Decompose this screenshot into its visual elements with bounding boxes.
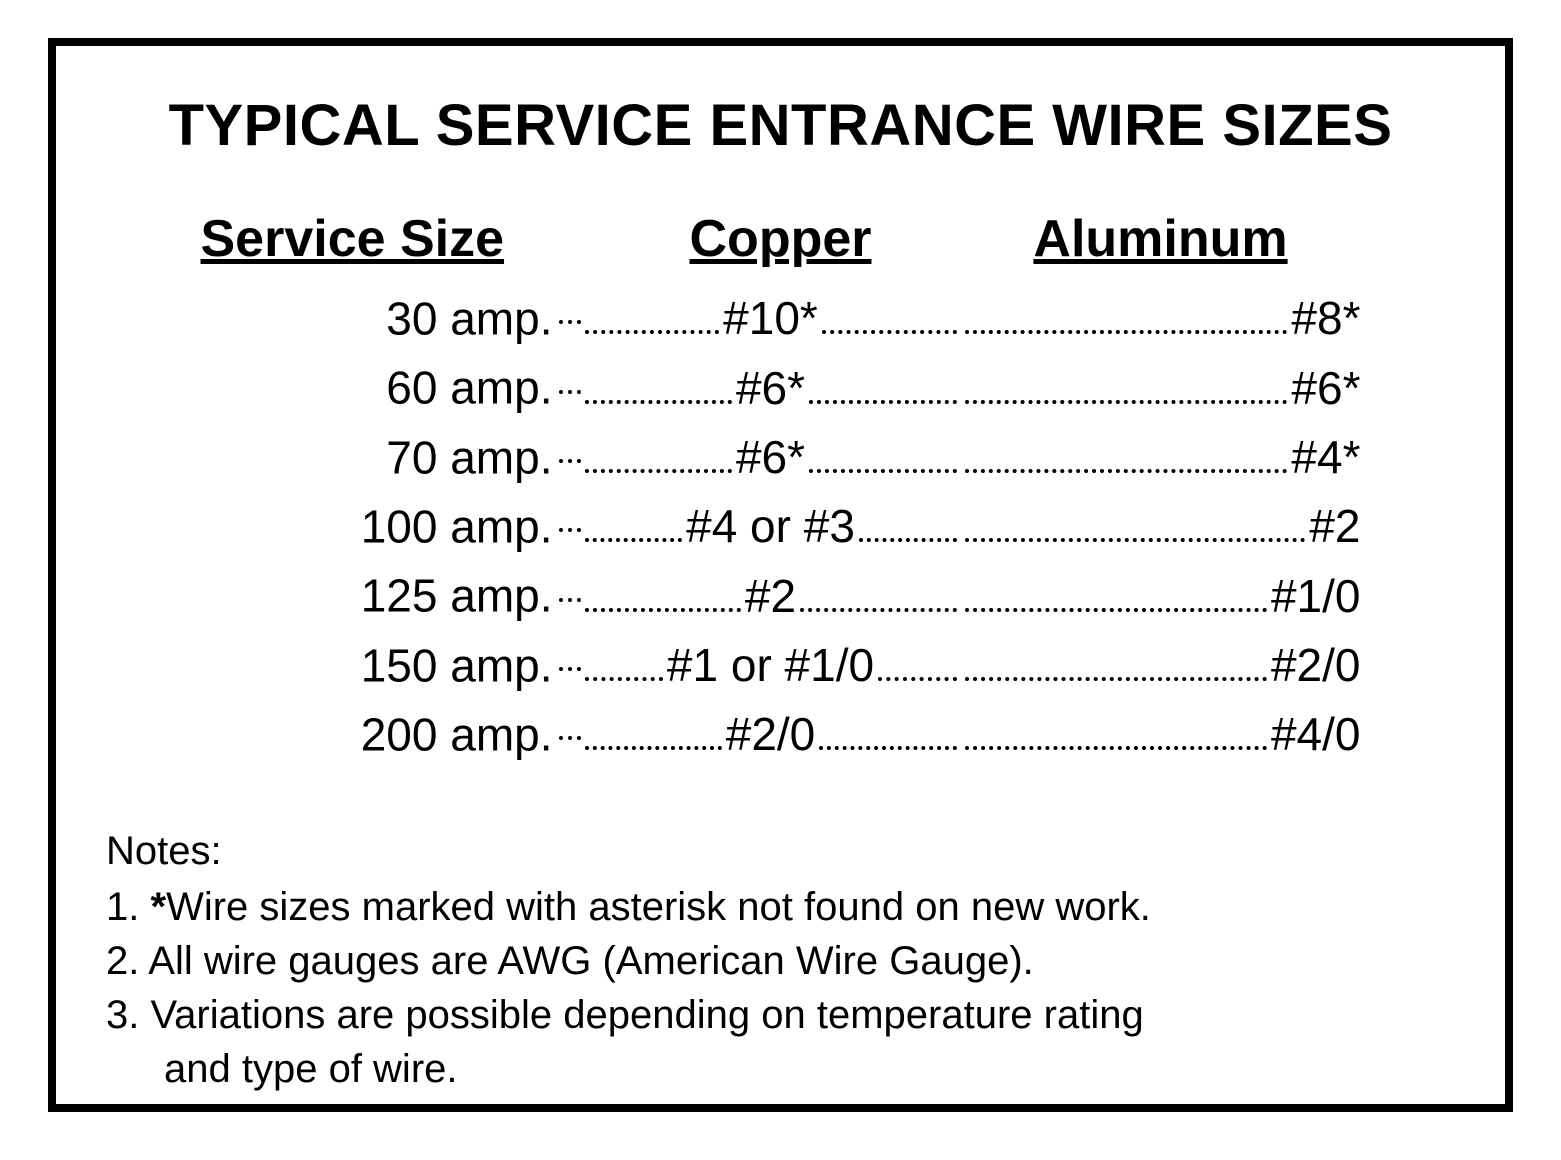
leader-dots xyxy=(965,497,1306,542)
cell-aluminum: #4* xyxy=(961,428,1361,487)
cell-copper: #6* xyxy=(581,428,961,487)
leader-dots xyxy=(819,705,956,750)
leader-dots xyxy=(800,566,956,611)
document-frame: TYPICAL SERVICE ENTRANCE WIRE SIZES Serv… xyxy=(48,38,1513,1112)
copper-value: #2/0 xyxy=(726,706,816,764)
notes-section: Notes: 1. *Wire sizes marked with asteri… xyxy=(106,824,1455,1096)
table-row: 125 amp. #2 #1/0 xyxy=(201,556,1361,625)
cell-copper: #4 or #3 xyxy=(581,497,961,556)
header-service-size: Service Size xyxy=(201,209,601,269)
leader-dots xyxy=(585,566,741,611)
service-size-value: 200 amp. xyxy=(361,708,553,760)
leader-dots xyxy=(859,497,957,542)
leader-dots xyxy=(809,358,956,403)
leader-dots xyxy=(965,566,1267,611)
aluminum-value: #4* xyxy=(1291,429,1360,487)
cell-copper: #2/0 xyxy=(581,705,961,764)
leader-dots xyxy=(559,418,581,463)
copper-value: #10* xyxy=(723,290,818,348)
asterisk-icon: * xyxy=(150,885,166,929)
service-size-value: 150 amp. xyxy=(361,639,553,691)
cell-copper: #10* xyxy=(581,289,961,348)
page-title: TYPICAL SERVICE ENTRANCE WIRE SIZES xyxy=(106,92,1455,159)
aluminum-value: #2/0 xyxy=(1271,637,1361,695)
leader-dots xyxy=(965,705,1267,750)
aluminum-value: #2 xyxy=(1309,498,1360,556)
table-row: 70 amp. #6* #4* xyxy=(201,418,1361,487)
copper-value: #4 or #3 xyxy=(686,498,855,556)
cell-copper: #2 xyxy=(581,566,961,625)
note-3a: 3. Variations are possible depending on … xyxy=(106,988,1455,1042)
note-1-prefix: 1. xyxy=(106,885,150,929)
wire-size-table: Service Size Copper Aluminum 30 amp. #10*… xyxy=(201,209,1361,764)
service-size-value: 60 amp. xyxy=(386,362,552,414)
copper-value: #1 or #1/0 xyxy=(667,637,874,695)
leader-dots xyxy=(965,636,1267,681)
table-row: 200 amp. #2/0 #4/0 xyxy=(201,695,1361,764)
aluminum-value: #8* xyxy=(1291,290,1360,348)
leader-dots xyxy=(585,636,663,681)
cell-service-size: 150 amp. xyxy=(201,626,581,695)
table-row: 100 amp. #4 or #3 #2 xyxy=(201,487,1361,556)
leader-dots xyxy=(585,358,732,403)
leader-dots xyxy=(559,556,581,601)
aluminum-value: #6* xyxy=(1291,360,1360,418)
leader-dots xyxy=(585,705,722,750)
cell-aluminum: #8* xyxy=(961,289,1361,348)
header-copper: Copper xyxy=(601,209,961,269)
table-header-row: Service Size Copper Aluminum xyxy=(201,209,1361,269)
leader-dots xyxy=(559,695,581,740)
leader-dots xyxy=(585,289,720,334)
cell-service-size: 125 amp. xyxy=(201,556,581,625)
leader-dots xyxy=(559,279,581,324)
table-body: 30 amp. #10* #8* 60 amp. #6* #6* 70 amp. #6* #4*… xyxy=(201,279,1361,764)
leader-dots xyxy=(559,348,581,393)
cell-copper: #6* xyxy=(581,358,961,417)
cell-copper: #1 or #1/0 xyxy=(581,636,961,695)
leader-dots xyxy=(965,289,1288,334)
leader-dots xyxy=(822,289,957,334)
leader-dots xyxy=(878,636,956,681)
cell-aluminum: #6* xyxy=(961,358,1361,417)
cell-aluminum: #4/0 xyxy=(961,705,1361,764)
cell-service-size: 60 amp. xyxy=(201,348,581,417)
cell-service-size: 100 amp. xyxy=(201,487,581,556)
header-aluminum: Aluminum xyxy=(961,209,1361,269)
copper-value: #6* xyxy=(736,360,805,418)
cell-service-size: 70 amp. xyxy=(201,418,581,487)
note-1: 1. *Wire sizes marked with asterisk not … xyxy=(106,880,1455,934)
leader-dots xyxy=(809,428,956,473)
cell-service-size: 30 amp. xyxy=(201,279,581,348)
service-size-value: 100 amp. xyxy=(361,500,553,552)
table-row: 60 amp. #6* #6* xyxy=(201,348,1361,417)
note-3b: and type of wire. xyxy=(106,1042,1455,1096)
aluminum-value: #4/0 xyxy=(1271,706,1361,764)
leader-dots xyxy=(585,428,732,473)
service-size-value: 125 amp. xyxy=(361,570,553,622)
cell-aluminum: #1/0 xyxy=(961,566,1361,625)
cell-aluminum: #2 xyxy=(961,497,1361,556)
leader-dots xyxy=(559,487,581,532)
leader-dots xyxy=(965,358,1288,403)
copper-value: #2 xyxy=(745,568,796,626)
notes-label: Notes: xyxy=(106,824,1455,878)
leader-dots xyxy=(965,428,1288,473)
service-size-value: 70 amp. xyxy=(386,431,552,483)
table-row: 30 amp. #10* #8* xyxy=(201,279,1361,348)
service-size-value: 30 amp. xyxy=(386,292,552,344)
cell-service-size: 200 amp. xyxy=(201,695,581,764)
leader-dots xyxy=(559,626,581,671)
table-row: 150 amp. #1 or #1/0 #2/0 xyxy=(201,626,1361,695)
note-1-text: Wire sizes marked with asterisk not foun… xyxy=(166,885,1151,929)
copper-value: #6* xyxy=(736,429,805,487)
note-2: 2. All wire gauges are AWG (American Wir… xyxy=(106,934,1455,988)
cell-aluminum: #2/0 xyxy=(961,636,1361,695)
leader-dots xyxy=(585,497,683,542)
aluminum-value: #1/0 xyxy=(1271,568,1361,626)
